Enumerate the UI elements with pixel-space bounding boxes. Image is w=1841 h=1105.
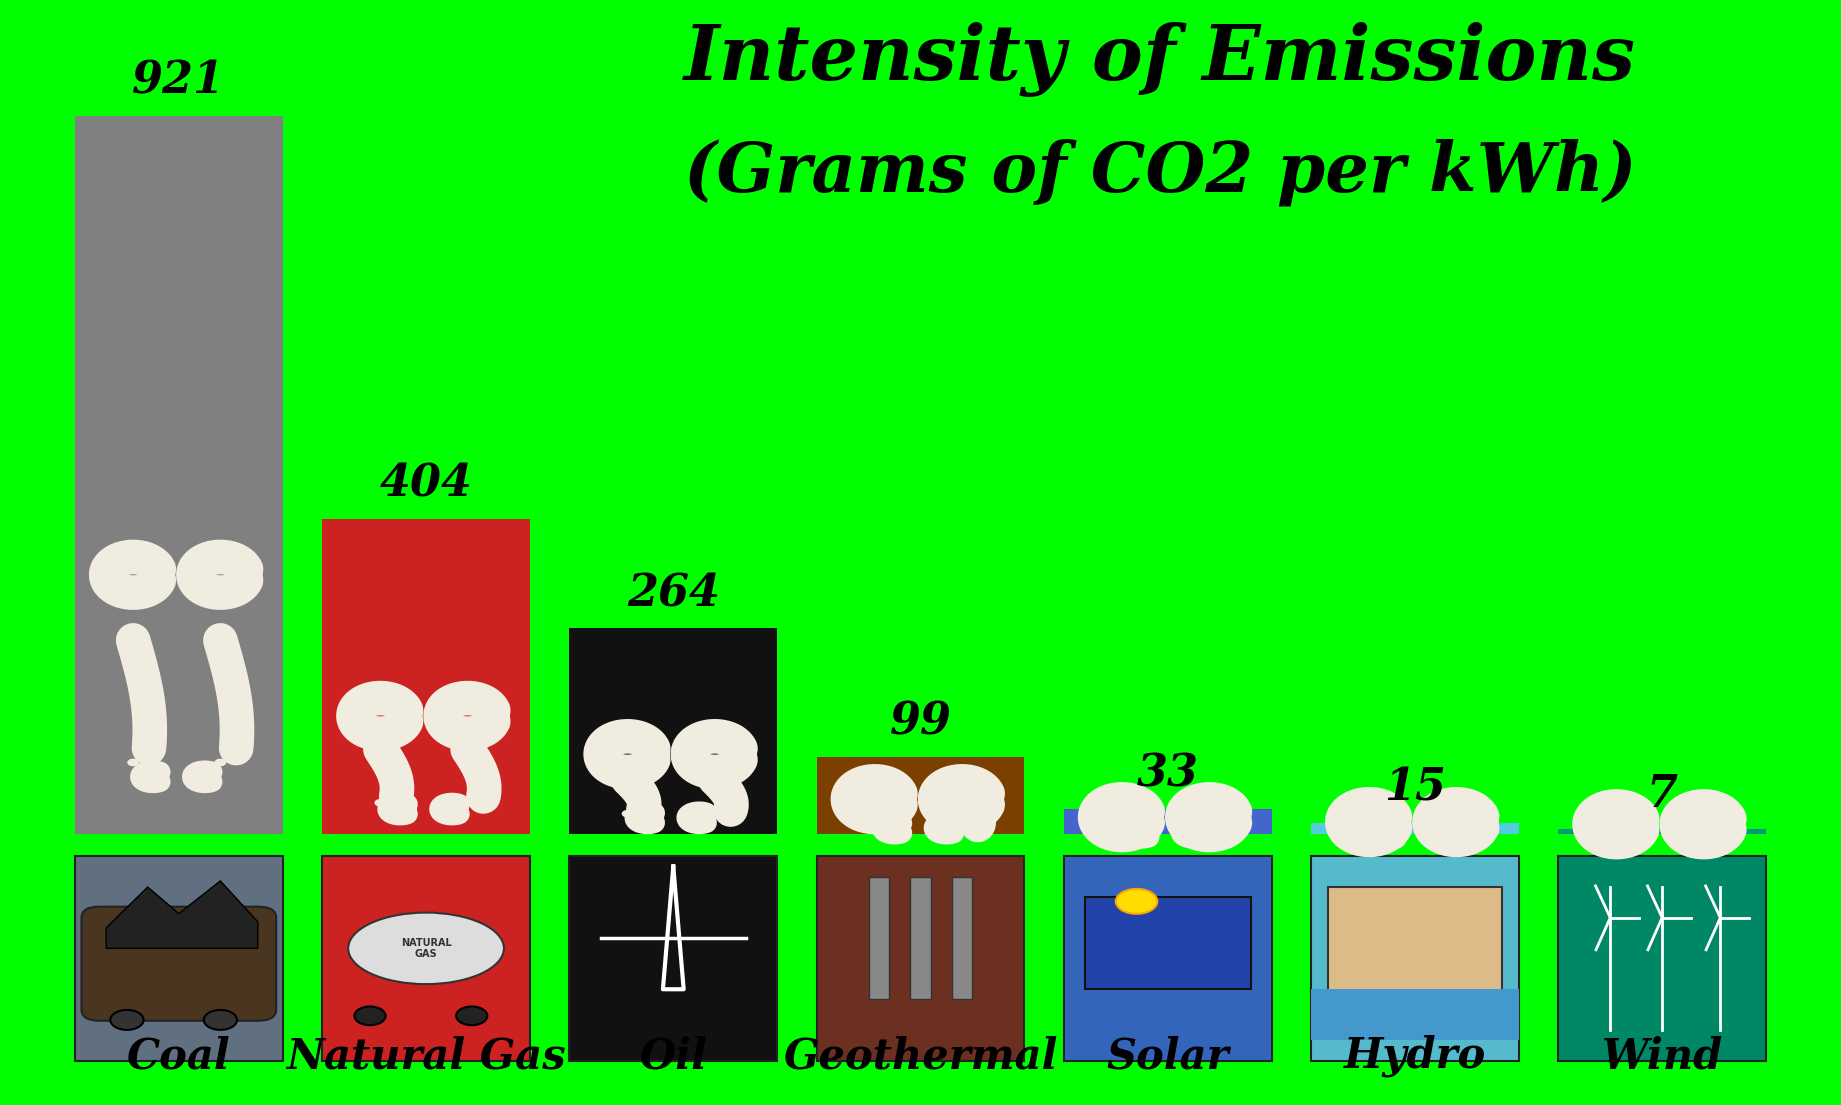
Text: Intensity of Emissions: Intensity of Emissions (683, 22, 1637, 97)
Circle shape (110, 1010, 144, 1030)
Ellipse shape (348, 913, 504, 985)
Bar (952, 877, 972, 999)
Circle shape (1451, 830, 1462, 836)
Circle shape (1117, 829, 1127, 834)
Bar (1311, 856, 1519, 1061)
Bar (322, 519, 530, 834)
Bar (1064, 809, 1272, 834)
Bar (817, 856, 1024, 1061)
Text: 404: 404 (379, 463, 473, 506)
Text: 264: 264 (626, 572, 720, 615)
Circle shape (1699, 831, 1708, 836)
Bar (1084, 897, 1250, 989)
Circle shape (709, 811, 720, 817)
Circle shape (1116, 888, 1158, 914)
Text: Natural Gas: Natural Gas (285, 1035, 565, 1077)
Bar (869, 877, 889, 999)
Text: NATURAL
GAS: NATURAL GAS (401, 937, 451, 959)
Bar (1327, 887, 1502, 999)
Circle shape (869, 823, 880, 830)
Bar (75, 856, 284, 1061)
Text: (Grams of CO2 per kWh): (Grams of CO2 per kWh) (683, 138, 1637, 206)
Circle shape (457, 1007, 488, 1025)
Bar (1557, 829, 1766, 834)
FancyBboxPatch shape (81, 906, 276, 1021)
Circle shape (1364, 830, 1375, 836)
Text: Oil: Oil (639, 1035, 707, 1077)
Circle shape (957, 823, 967, 830)
Text: Hydro: Hydro (1344, 1035, 1486, 1077)
Circle shape (376, 800, 385, 806)
Bar (1064, 856, 1272, 1061)
Bar (909, 877, 932, 999)
Text: Wind: Wind (1602, 1035, 1723, 1077)
Bar (569, 856, 777, 1061)
Circle shape (1611, 831, 1622, 836)
Circle shape (462, 800, 473, 806)
Circle shape (622, 811, 633, 817)
Text: 7: 7 (1646, 772, 1677, 815)
Circle shape (204, 1010, 237, 1030)
Circle shape (215, 759, 226, 766)
Circle shape (1204, 829, 1215, 834)
Text: 15: 15 (1384, 766, 1445, 809)
Bar (75, 116, 284, 834)
Circle shape (129, 759, 138, 766)
Bar (569, 629, 777, 834)
Text: 921: 921 (133, 60, 225, 103)
Polygon shape (107, 881, 258, 948)
Text: Solar: Solar (1106, 1035, 1230, 1077)
Text: 33: 33 (1136, 753, 1198, 796)
Bar (1311, 822, 1519, 834)
Bar (1311, 989, 1519, 1041)
Bar (1557, 856, 1766, 1061)
Text: Coal: Coal (127, 1035, 230, 1077)
Text: Geothermal: Geothermal (782, 1035, 1059, 1077)
Bar (817, 757, 1024, 834)
Text: 99: 99 (889, 701, 952, 744)
Bar (322, 856, 530, 1061)
Circle shape (355, 1007, 385, 1025)
